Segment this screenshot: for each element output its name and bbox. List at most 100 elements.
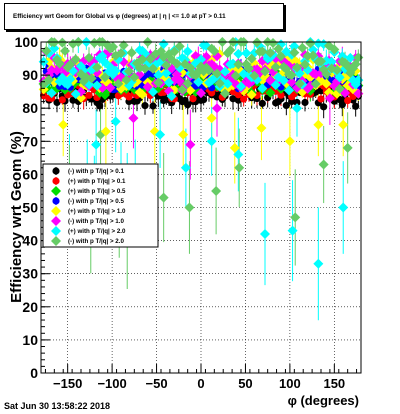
y-tick-label: 60 bbox=[22, 166, 38, 182]
outlier-point bbox=[100, 126, 111, 137]
data-point bbox=[169, 46, 180, 57]
data-point bbox=[305, 38, 316, 49]
data-point bbox=[278, 75, 289, 86]
data-point bbox=[301, 98, 309, 107]
outlier-point bbox=[229, 142, 240, 153]
data-point bbox=[161, 68, 172, 79]
data-point bbox=[234, 91, 242, 99]
data-point bbox=[230, 70, 241, 81]
legend-marker bbox=[51, 216, 61, 226]
data-point bbox=[46, 88, 57, 99]
data-point bbox=[329, 44, 340, 55]
data-point bbox=[141, 102, 149, 110]
data-point bbox=[142, 81, 153, 92]
data-point bbox=[137, 54, 148, 65]
outlier-point bbox=[180, 162, 191, 173]
data-point bbox=[246, 53, 257, 64]
outlier-point bbox=[206, 136, 217, 147]
data-point bbox=[268, 37, 278, 48]
outlier-point bbox=[234, 162, 245, 173]
data-point bbox=[214, 78, 225, 89]
data-point bbox=[270, 79, 281, 90]
outlier-point bbox=[260, 228, 270, 239]
x-tick-label: −150 bbox=[53, 376, 82, 391]
outlier-point bbox=[158, 192, 169, 203]
data-point bbox=[110, 65, 121, 76]
data-point bbox=[57, 72, 68, 83]
data-point bbox=[196, 88, 206, 99]
data-point bbox=[240, 95, 248, 103]
data-point bbox=[172, 58, 182, 69]
outlier-point bbox=[178, 129, 189, 140]
data-point bbox=[153, 69, 164, 80]
legend-entry: (+) with p T/|q| > 0.1 bbox=[68, 178, 126, 185]
data-point bbox=[257, 46, 268, 57]
data-point bbox=[350, 59, 361, 70]
data-point bbox=[300, 59, 310, 70]
data-point bbox=[273, 43, 284, 54]
data-point bbox=[108, 41, 118, 52]
legend-marker bbox=[52, 167, 60, 175]
data-point bbox=[352, 102, 360, 110]
data-point bbox=[126, 47, 137, 58]
outlier-point bbox=[184, 202, 195, 213]
chart-title-box: Efficiency wrt Geom for Global vs φ (deg… bbox=[4, 3, 284, 30]
data-point bbox=[116, 48, 126, 59]
data-point bbox=[174, 41, 185, 52]
data-point bbox=[344, 96, 352, 105]
data-point bbox=[92, 80, 102, 91]
y-tick-label: 20 bbox=[22, 299, 38, 315]
outlier-point bbox=[58, 119, 69, 130]
data-point bbox=[113, 78, 124, 89]
outlier-point bbox=[91, 139, 102, 150]
data-point bbox=[246, 89, 257, 100]
data-point bbox=[100, 57, 110, 68]
data-point bbox=[220, 88, 230, 99]
legend: (-) with p T/|q| > 0.1 (+) with p T/|q| >… bbox=[42, 163, 159, 248]
legend-marker bbox=[52, 177, 60, 185]
data-point bbox=[100, 72, 110, 83]
data-point bbox=[196, 54, 206, 65]
data-point bbox=[166, 91, 177, 102]
data-point bbox=[85, 91, 93, 99]
data-point bbox=[222, 78, 233, 89]
data-point bbox=[86, 73, 97, 84]
data-point bbox=[244, 63, 254, 74]
data-point bbox=[276, 51, 286, 62]
data-point bbox=[284, 85, 294, 96]
data-point bbox=[166, 63, 177, 74]
data-point bbox=[70, 54, 81, 65]
data-point bbox=[70, 89, 81, 100]
legend-entry: (-) with p T/|q| > 1.0 bbox=[68, 218, 124, 225]
x-tick-label: −50 bbox=[146, 376, 168, 391]
data-point bbox=[182, 78, 193, 89]
data-point bbox=[321, 69, 332, 80]
outlier-point bbox=[256, 123, 267, 134]
y-tick-label: 0 bbox=[30, 365, 38, 381]
data-point bbox=[92, 62, 102, 73]
outlier-point bbox=[212, 103, 222, 114]
y-tick-label: 80 bbox=[22, 100, 38, 116]
legend-entry: (+) with p T/|q| > 1.0 bbox=[68, 208, 126, 215]
axis-ticks: −150 −100 −50 0 50 100 150 0 10 20 30 40 50 60 70 80 90 1… bbox=[15, 34, 358, 391]
data-point bbox=[105, 82, 116, 93]
x-tick-label: −100 bbox=[97, 376, 126, 391]
data-point bbox=[208, 89, 216, 97]
data-point bbox=[293, 98, 301, 107]
data-point bbox=[270, 62, 281, 73]
data-point bbox=[209, 46, 220, 57]
data-point bbox=[338, 101, 346, 109]
data-point bbox=[204, 65, 214, 76]
y-tick-label: 100 bbox=[15, 34, 39, 50]
data-point bbox=[174, 75, 185, 86]
data-point bbox=[345, 52, 356, 63]
data-point bbox=[177, 84, 188, 95]
data-point bbox=[53, 98, 61, 107]
data-point bbox=[332, 64, 342, 75]
legend-marker bbox=[51, 186, 61, 196]
timestamp: Sat Jun 30 13:58:22 2018 bbox=[4, 401, 111, 411]
data-point bbox=[54, 58, 65, 69]
outlier-point bbox=[313, 119, 324, 130]
outlier-point bbox=[185, 139, 196, 150]
